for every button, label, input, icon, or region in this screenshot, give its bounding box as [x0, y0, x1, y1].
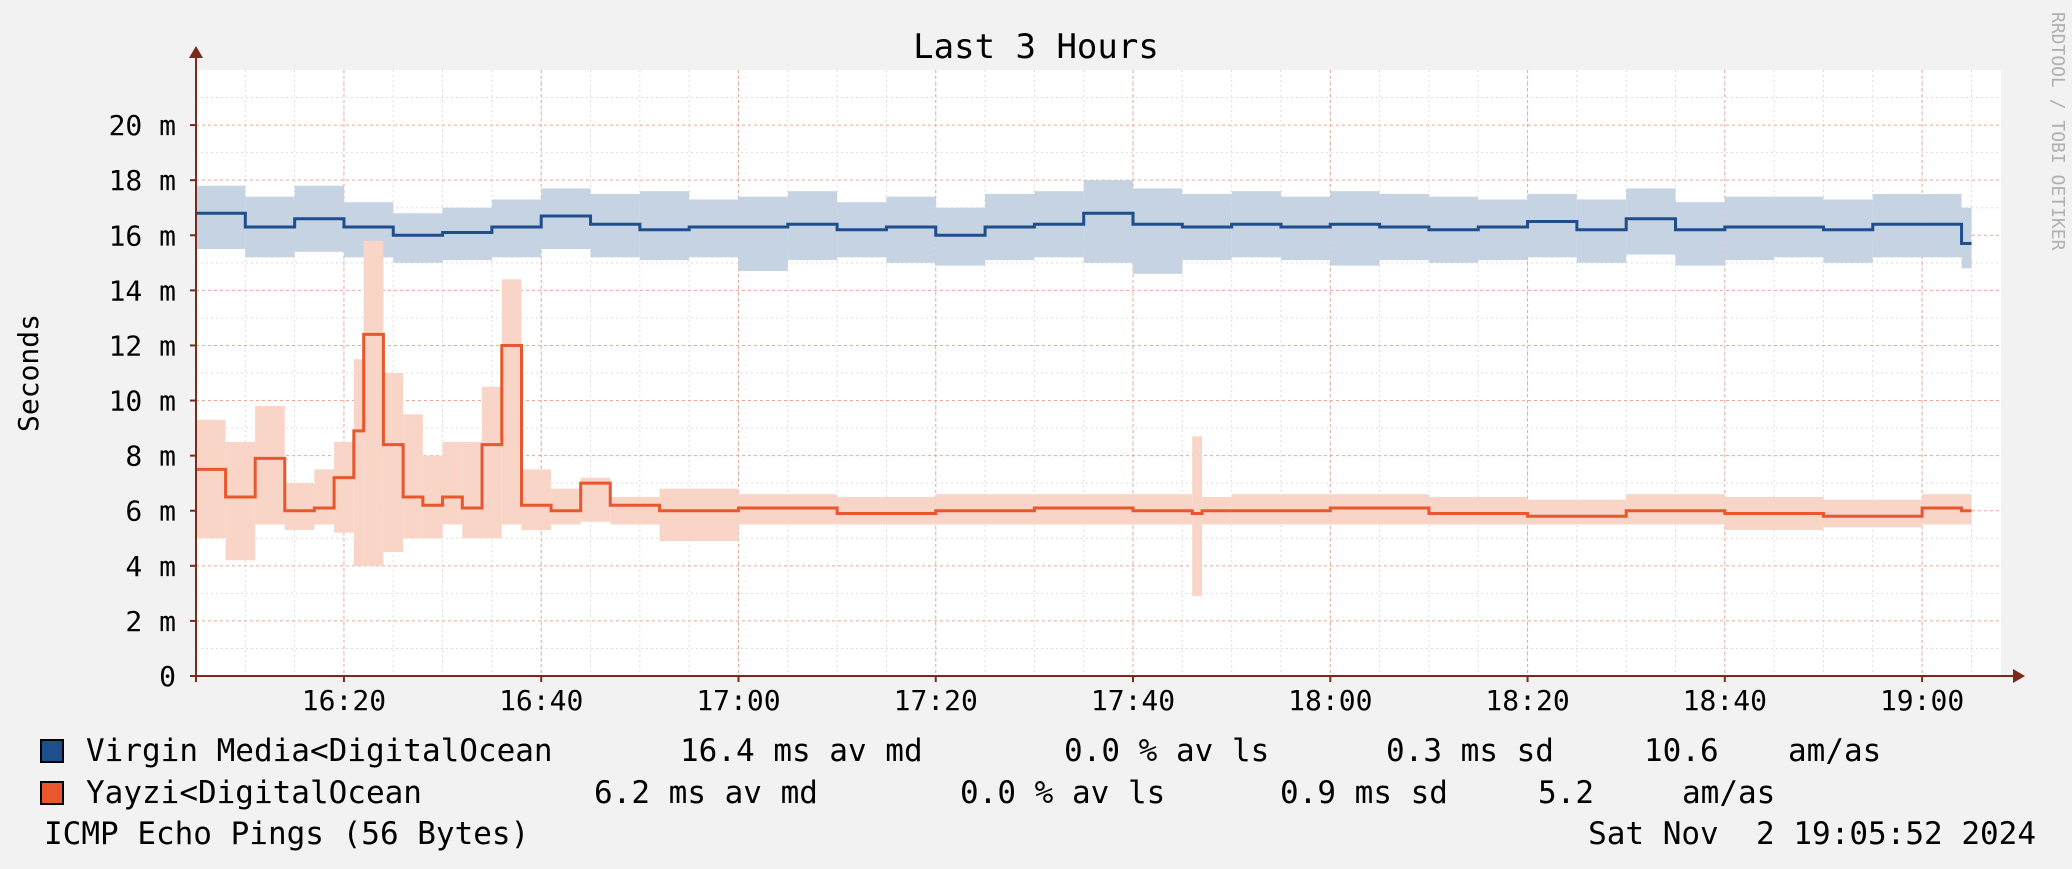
series-lines: [196, 211, 1972, 518]
x-tick-label: 18:00: [1288, 684, 1372, 717]
legend-item: Virgin Media<DigitalOcean 16.4 ms av md …: [40, 733, 1881, 769]
y-tick-label: 4 m: [125, 550, 176, 583]
y-tick-label: 6 m: [125, 495, 176, 528]
band-segment: [1527, 193, 1577, 258]
band-segment: [393, 213, 443, 263]
y-tick-label: 20 m: [109, 109, 176, 142]
legend-series-name: Yayzi<DigitalOcean: [86, 775, 422, 811]
band-segment: [501, 279, 522, 525]
band-segment: [284, 483, 315, 531]
band-segment: [1192, 436, 1203, 597]
y-tick-label: 10 m: [109, 385, 176, 418]
band-segment: [462, 441, 483, 539]
y-tick-label: 16 m: [109, 219, 176, 252]
x-tick-label: 17:20: [894, 684, 978, 717]
band-segment: [551, 488, 581, 525]
chart-title: Last 3 Hours: [913, 27, 1159, 67]
x-tick-label: 17:40: [1091, 684, 1175, 717]
band-segment: [580, 477, 611, 522]
band-segment: [610, 496, 660, 525]
band-segment: [196, 419, 226, 539]
watermark: RRDTOOL / TOBI OETIKER: [2047, 12, 2068, 251]
legend-std-dev: 0.3 ms sd: [1386, 733, 1554, 769]
band-segment: [521, 469, 552, 531]
band-segment: [1626, 188, 1676, 255]
band-segment: [482, 386, 502, 539]
legend-ratio: 5.2: [1538, 775, 1594, 811]
y-tick-label: 0: [159, 660, 176, 693]
x-tick-label: 18:40: [1683, 684, 1767, 717]
band-segment: [738, 196, 788, 272]
band-segment: [255, 406, 285, 525]
band-segment: [353, 359, 364, 566]
y-axis-arrow: [189, 46, 203, 58]
legend-std-dev: 0.9 ms sd: [1280, 775, 1448, 811]
band-segment: [1133, 188, 1183, 274]
y-tick-label: 12 m: [109, 329, 176, 362]
x-tick-label: 17:00: [696, 684, 780, 717]
band-segment: [1478, 199, 1528, 261]
x-tick-label: 19:00: [1880, 684, 1964, 717]
footer-description: ICMP Echo Pings (56 Bytes): [44, 816, 530, 852]
band-segment: [383, 373, 404, 553]
band-segment: [1527, 499, 1627, 525]
legend-swatch-yayzi: [40, 781, 64, 805]
legend-avg-median: 16.4 ms av md: [680, 733, 923, 769]
x-axis-arrow: [2013, 669, 2025, 683]
series-line-0: [196, 211, 1972, 246]
band-segment: [541, 188, 591, 250]
legend-series-name: Virgin Media<DigitalOcean: [86, 733, 553, 769]
x-tick-label: 18:20: [1485, 684, 1569, 717]
x-tick-label: 16:40: [499, 684, 583, 717]
x-tick-label: 16:20: [302, 684, 386, 717]
band-segment: [225, 441, 256, 561]
legend-avg-median: 6.2 ms av md: [594, 775, 818, 811]
band-segment: [639, 191, 690, 261]
band-segment: [659, 488, 739, 542]
band-segment: [314, 469, 335, 525]
y-axis-label: Seconds: [12, 314, 45, 432]
legend-item: Yayzi<DigitalOcean 6.2 ms av md 0.0 % av…: [40, 775, 1775, 811]
y-tick-label: 18 m: [109, 164, 176, 197]
band-segment: [886, 196, 936, 263]
legend-avg-loss: 0.0 % av ls: [960, 775, 1166, 811]
legend-ratio: 10.6: [1644, 733, 1719, 769]
band-segment: [1330, 191, 1380, 266]
legend-ratio-unit: am/as: [1682, 775, 1776, 811]
tick-labels: 0 2 m 4 m 6 m 8 m 10 m 12 m 14 m 16 m 18 m 20 m 16:…: [109, 109, 1965, 717]
band-segment: [403, 414, 423, 539]
y-tick-label: 14 m: [109, 274, 176, 307]
band-segment: [837, 496, 936, 525]
band-segment: [1428, 496, 1528, 525]
band-segment: [334, 441, 354, 533]
band-segment: [1083, 180, 1134, 263]
legend-ratio-unit: am/as: [1788, 733, 1882, 769]
axes: [189, 46, 2025, 683]
band-segment: [1961, 207, 1972, 269]
band-segment: [1823, 499, 1923, 528]
y-tick-label: 8 m: [125, 440, 176, 473]
band-segment: [196, 185, 246, 250]
legend-avg-loss: 0.0 % av ls: [1064, 733, 1270, 769]
band-segment: [422, 455, 443, 539]
series-line-1: [196, 332, 1972, 518]
band-segment: [1675, 202, 1725, 266]
y-tick-label: 2 m: [125, 605, 176, 638]
band-segment: [442, 441, 463, 525]
legend-swatch-virgin: [40, 739, 64, 763]
band-segment: [363, 240, 384, 566]
footer-timestamp: Sat Nov 2 19:05:52 2024: [1588, 816, 2036, 852]
